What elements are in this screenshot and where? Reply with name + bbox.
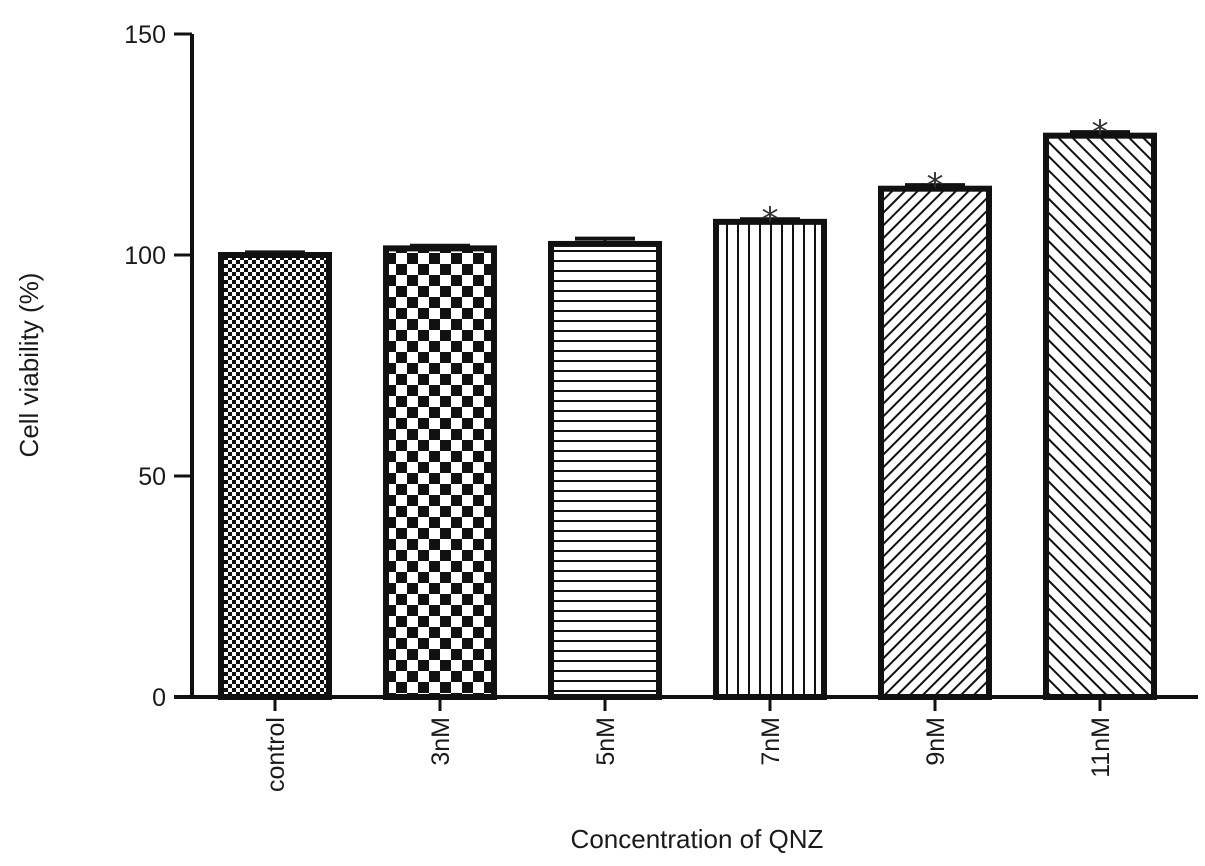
y-tick-label-50: 50 [138,463,166,491]
significance-marker-11nM: * [1092,113,1109,153]
x-tick-label-3nM: 3nM [427,717,455,766]
y-axis-title: Cell viability (%) [14,273,44,458]
y-tick-label-100: 100 [124,242,166,270]
axes [174,32,1198,711]
bar-control [218,252,332,700]
x-tick-label-5nM: 5nM [592,717,620,766]
x-tick-label-9nM: 9nM [922,717,950,766]
bar-5nM [548,240,662,700]
y-tick-label-0: 0 [152,684,166,712]
y-tick-label-150: 150 [124,21,166,49]
bar-3nM [383,245,497,700]
bar-11nM [1043,132,1157,701]
axis-labels: control 3nM 5nM 7nM 9nM 11nM 0 50 100 150 [124,21,1115,792]
x-tick-label-11nM: 11nM [1087,717,1115,778]
bar-9nM [878,185,992,700]
bar-7nM [713,218,827,700]
x-tick-label-control: control [262,717,290,792]
x-tick-label-7nM: 7nM [757,717,785,766]
significance-marker-7nM: * [762,200,779,240]
bars: * * * [218,113,1157,701]
significance-marker-9nM: * [927,166,944,206]
x-axis-title: Concentration of QNZ [571,824,824,854]
